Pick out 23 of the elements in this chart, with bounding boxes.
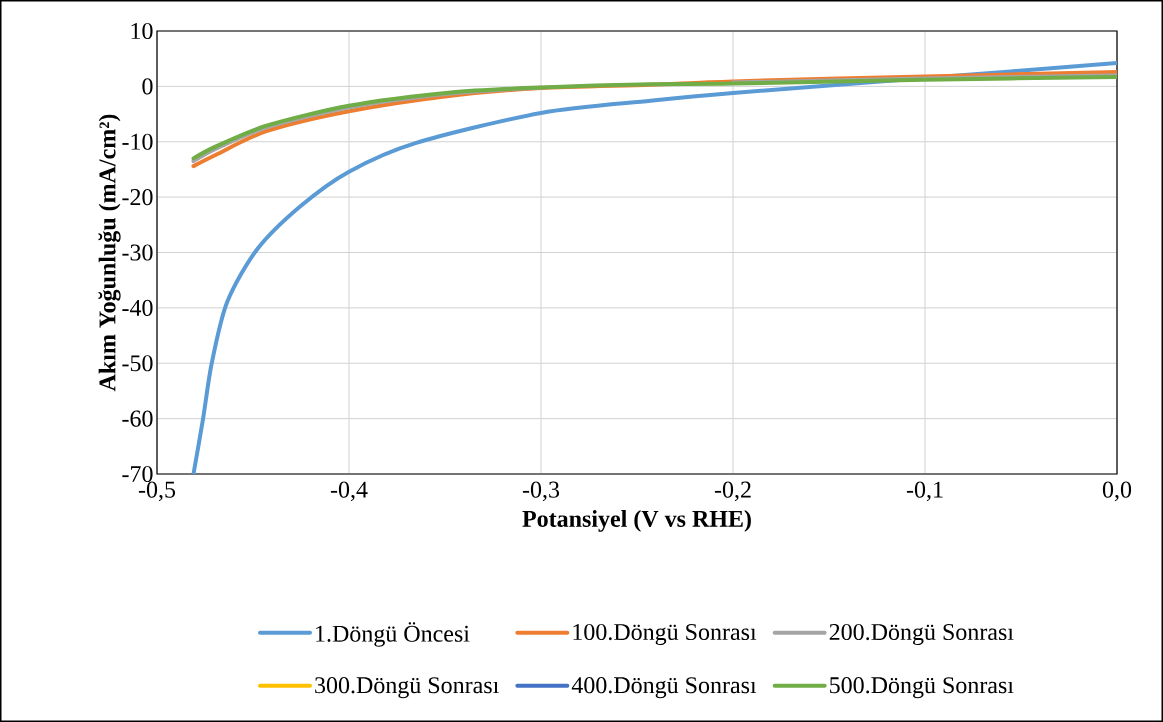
x-tick-label: -0,2 [714,481,751,502]
y-tick-label: -10 [122,133,153,150]
x-tick-label: 0,0 [1102,481,1132,502]
y-tick-label: -30 [122,244,153,261]
legend-label: 1.Döngü Öncesi [316,622,470,647]
legend-label: 300.Döngü Sonrası [315,677,499,699]
y-tick-label: -70 [122,465,153,483]
x-tick-label: -0,1 [906,481,943,502]
legend-label: 200.Döngü Sonrası [829,623,1014,646]
x-tick-label: -0,4 [330,481,368,502]
x-axis-title: Potansiyel (V vs RHE) [522,510,751,532]
y-tick-label: -20 [122,189,153,206]
y-axis-title: Akım Yoğunluğu (mA/cm²) [98,114,121,392]
legend-label: 400.Döngü Sonrası [571,677,757,699]
legend-label: 500.Döngü Sonrası [830,677,1014,699]
y-tick-label: 10 [131,22,153,40]
legend-label: 100.Döngü Sonrası [573,623,757,646]
y-tick-label: -40 [122,299,153,316]
y-tick-label: 0 [142,78,153,95]
y-tick-label: -60 [122,410,153,427]
y-tick-label: -50 [122,355,153,372]
x-tick-label: -0,3 [522,481,560,502]
x-tick-label: -0,5 [138,481,176,502]
